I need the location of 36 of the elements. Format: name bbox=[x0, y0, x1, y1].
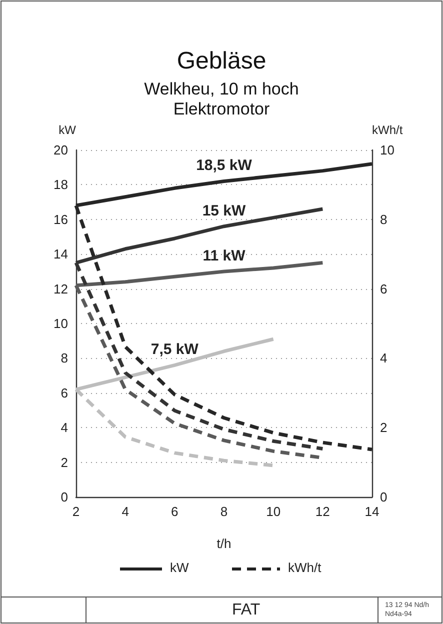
x-tick-label: 10 bbox=[266, 504, 281, 519]
y2-tick-label: 0 bbox=[380, 490, 388, 504]
x-tick-label: 8 bbox=[220, 504, 228, 519]
y-tick-label: 2 bbox=[60, 454, 68, 470]
series-label: 11 kW bbox=[202, 247, 246, 264]
y-tick-label: 8 bbox=[60, 350, 68, 366]
x-tick-label: 4 bbox=[122, 504, 129, 519]
x-tick-label: 12 bbox=[315, 504, 330, 519]
y-tick-label: 12 bbox=[54, 281, 68, 296]
x-tick-label: 2 bbox=[72, 504, 80, 519]
y-tick-label: 20 bbox=[54, 142, 68, 158]
y-tick-label: 16 bbox=[54, 212, 68, 227]
chart-title: Gebläse bbox=[176, 48, 266, 74]
x-axis-title: t/h bbox=[216, 536, 232, 551]
x-tick-label: 6 bbox=[171, 504, 178, 519]
text: kWh/t bbox=[288, 560, 322, 575]
y-tick-label: 10 bbox=[54, 316, 68, 331]
y-tick-label: 0 bbox=[60, 490, 68, 504]
y2-tick-label: 6 bbox=[380, 281, 388, 296]
chart-subtitle: Welkheu, 10 m hoch Elektromotor bbox=[144, 80, 299, 118]
y2-axis-title: kWh/t bbox=[372, 123, 404, 137]
y-axis-title: kW bbox=[58, 123, 77, 137]
series-label: 7,5 kW bbox=[150, 341, 200, 358]
y2-tick-label: 8 bbox=[380, 212, 388, 227]
text: kW bbox=[170, 560, 190, 575]
y2-tick-label: 10 bbox=[380, 142, 394, 158]
y-tick-label: 14 bbox=[54, 246, 68, 262]
y-tick-label: 6 bbox=[60, 385, 68, 400]
series-label: 18,5 kW bbox=[196, 157, 253, 174]
x-tick-label: 14 bbox=[364, 504, 380, 519]
series-label: 15 kW bbox=[202, 202, 247, 220]
text: FAT bbox=[232, 602, 260, 618]
y-tick-label: 18 bbox=[54, 177, 68, 192]
y-tick-label: 4 bbox=[60, 420, 68, 436]
y2-tick-label: 4 bbox=[380, 350, 388, 366]
y2-tick-label: 2 bbox=[380, 420, 388, 436]
